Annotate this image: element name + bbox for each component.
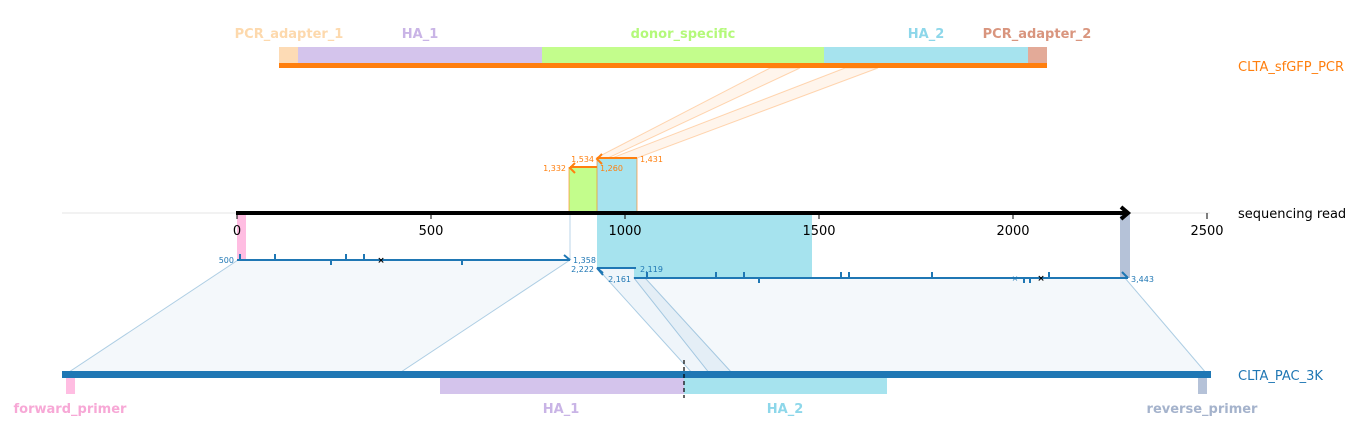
donor-alignment-2-end: 1,431 xyxy=(640,155,663,164)
forward-primer-label: forward_primer xyxy=(14,402,128,417)
deletion-marker-2: × xyxy=(1037,274,1045,284)
deletion-marker-1: × xyxy=(377,256,385,266)
insertion-marker: × xyxy=(1012,274,1019,283)
donor-alignment-2-head xyxy=(595,153,603,165)
ref-alignment-1-end: 1,358 xyxy=(573,256,596,265)
read-ha-2-block-upper xyxy=(597,158,637,213)
ref-alignment-3-mismatches xyxy=(646,272,1050,283)
ref-ha-1-feature xyxy=(440,378,684,394)
ref-alignment-1-mismatches xyxy=(239,254,463,265)
forward-primer-feature xyxy=(66,378,75,394)
reverse-primer-label: reverse_primer xyxy=(1147,402,1259,417)
donor-alignment-1-end: 1,260 xyxy=(600,164,623,173)
reference-alignments: 500 1,358 × 2,222 2,119 2,161 3,443 xyxy=(219,254,1154,284)
pcr-backbone xyxy=(279,63,1047,68)
ref-alignment-2-start: 2,222 xyxy=(571,265,594,274)
ref-connection-fan-3 xyxy=(632,277,1209,375)
read-axis: 0 500 1000 1500 2000 2500 xyxy=(233,213,1224,239)
ref-alignment-3-start: 2,161 xyxy=(608,275,631,284)
reference-track-name: CLTA_PAC_3K xyxy=(1238,369,1323,384)
read-ha-2-block-lower-1 xyxy=(597,213,637,269)
pcr-adapter-1-feature xyxy=(279,47,298,64)
pcr-adapter-1-label: PCR_adapter_1 xyxy=(235,27,344,42)
donor-specific-label: donor_specific xyxy=(631,27,736,42)
read-ha-2-block-lower-2 xyxy=(634,213,812,278)
read-arrow-head xyxy=(1119,205,1132,221)
donor-connections xyxy=(595,67,879,159)
ref-alignment-2-end: 2,119 xyxy=(640,265,663,274)
reference-backbone xyxy=(62,371,1211,378)
tick-label-0: 0 xyxy=(233,224,241,239)
pcr-adapter-2-feature xyxy=(1028,47,1047,64)
tick-label-2000: 2000 xyxy=(996,224,1029,239)
donor-specific-feature xyxy=(542,47,824,64)
ha-2-label: HA_2 xyxy=(908,27,945,42)
tick-label-1500: 1500 xyxy=(802,224,835,239)
reference-track: forward_primer HA_1 HA_2 reverse_primer … xyxy=(14,360,1323,417)
reference-connections xyxy=(64,214,1209,375)
ha-1-label: HA_1 xyxy=(402,27,439,42)
ref-alignment-1-start: 500 xyxy=(219,256,234,265)
ref-ha-2-feature xyxy=(684,378,887,394)
tick-label-2500: 2500 xyxy=(1190,224,1223,239)
ref-ha-2-label: HA_2 xyxy=(767,402,804,417)
ref-connection-fan-1 xyxy=(64,259,572,375)
reverse-primer-feature xyxy=(1198,378,1207,394)
donor-alignment-1-start: 1,332 xyxy=(543,164,566,173)
pcr-track-name: CLTA_sfGFP_PCR xyxy=(1238,60,1344,75)
read-reverse-primer-block xyxy=(1120,213,1130,278)
donor-alignments: 1,332 1,260 1,534 1,431 xyxy=(543,153,663,174)
ref-alignment-1-head xyxy=(563,254,571,261)
ref-alignment-2-head xyxy=(596,267,604,276)
read-forward-primer-block xyxy=(237,213,246,260)
ha-1-feature xyxy=(298,47,542,64)
donor-connection-fan-1 xyxy=(595,67,801,159)
ref-alignment-3-end: 3,443 xyxy=(1131,275,1154,284)
read-track-name: sequencing read xyxy=(1238,207,1346,222)
read-track: 0 500 1000 1500 2000 2500 sequencing rea… xyxy=(62,158,1346,278)
pcr-adapter-2-label: PCR_adapter_2 xyxy=(983,27,1092,42)
read-donor-specific-block xyxy=(569,167,597,213)
tick-label-500: 500 xyxy=(419,224,444,239)
tick-label-1000: 1000 xyxy=(608,224,641,239)
ref-ha-1-label: HA_1 xyxy=(543,402,580,417)
donor-alignment-1-head xyxy=(568,162,576,174)
pcr-track: PCR_adapter_1 HA_1 donor_specific HA_2 P… xyxy=(235,27,1344,75)
ha-2-feature xyxy=(824,47,1028,64)
ref-alignment-3-head xyxy=(1121,271,1129,279)
donor-alignment-2-start: 1,534 xyxy=(571,155,594,164)
